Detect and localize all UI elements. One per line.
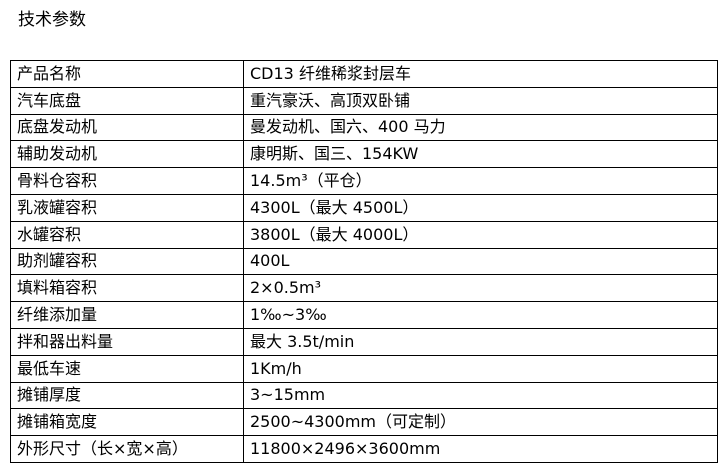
param-name: 水罐容积 xyxy=(10,220,244,249)
table-row: 纤维添加量 1‰~3‰ xyxy=(10,301,718,329)
param-value: 重汽豪沃、高顶双卧铺 xyxy=(243,86,718,115)
param-value: 曼发动机、国六、400 马力 xyxy=(243,113,718,142)
param-value: 2×0.5m³ xyxy=(243,274,718,303)
param-value: CD13 纤维稀浆封层车 xyxy=(243,60,718,88)
spec-table: 产品名称 CD13 纤维稀浆封层车 汽车底盘 重汽豪沃、高顶双卧铺 底盘发动机 曼发动机、… xyxy=(10,60,718,463)
param-value: 最大 3.5t/min xyxy=(243,327,718,356)
param-name: 助剂罐容积 xyxy=(10,247,244,276)
param-name: 摊铺厚度 xyxy=(10,381,244,410)
param-name: 骨料仓容积 xyxy=(10,167,244,195)
table-row: 水罐容积 3800L（最大 4000L） xyxy=(10,220,718,249)
table-row: 助剂罐容积 400L xyxy=(10,247,718,276)
param-name: 外形尺寸（长×宽×高） xyxy=(10,435,244,463)
table-row: 拌和器出料量 最大 3.5t/min xyxy=(10,327,718,356)
param-value: 1‰~3‰ xyxy=(243,301,718,329)
table-row: 填料箱容积 2×0.5m³ xyxy=(10,274,718,303)
param-value: 4300L（最大 4500L） xyxy=(243,193,718,222)
table-row: 底盘发动机 曼发动机、国六、400 马力 xyxy=(10,113,718,142)
param-name: 乳液罐容积 xyxy=(10,193,244,222)
param-value: 康明斯、国三、154KW xyxy=(243,140,718,169)
param-name: 产品名称 xyxy=(10,60,244,88)
table-row: 骨料仓容积 14.5m³（平仓） xyxy=(10,167,718,195)
param-value: 2500~4300mm（可定制） xyxy=(243,408,718,437)
doc-title: 技术参数 xyxy=(18,10,86,30)
table-row: 外形尺寸（长×宽×高） 11800×2496×3600mm xyxy=(10,435,718,463)
param-value: 3800L（最大 4000L） xyxy=(243,220,718,249)
param-name: 纤维添加量 xyxy=(10,301,244,329)
param-name: 摊铺箱宽度 xyxy=(10,408,244,437)
table-row: 摊铺箱宽度 2500~4300mm（可定制） xyxy=(10,408,718,437)
table-row: 摊铺厚度 3~15mm xyxy=(10,381,718,410)
table-row: 汽车底盘 重汽豪沃、高顶双卧铺 xyxy=(10,86,718,115)
table-row: 最低车速 1Km/h xyxy=(10,354,718,383)
table-row: 乳液罐容积 4300L（最大 4500L） xyxy=(10,193,718,222)
param-name: 最低车速 xyxy=(10,354,244,383)
param-value: 1Km/h xyxy=(243,354,718,383)
table-row: 产品名称 CD13 纤维稀浆封层车 xyxy=(10,60,718,88)
param-name: 拌和器出料量 xyxy=(10,327,244,356)
param-name: 汽车底盘 xyxy=(10,86,244,115)
param-name: 填料箱容积 xyxy=(10,274,244,303)
param-value: 400L xyxy=(243,247,718,276)
param-name: 底盘发动机 xyxy=(10,113,244,142)
param-value: 14.5m³（平仓） xyxy=(243,167,718,195)
param-value: 3~15mm xyxy=(243,381,718,410)
param-name: 辅助发动机 xyxy=(10,140,244,169)
param-value: 11800×2496×3600mm xyxy=(243,435,718,463)
table-row: 辅助发动机 康明斯、国三、154KW xyxy=(10,140,718,169)
